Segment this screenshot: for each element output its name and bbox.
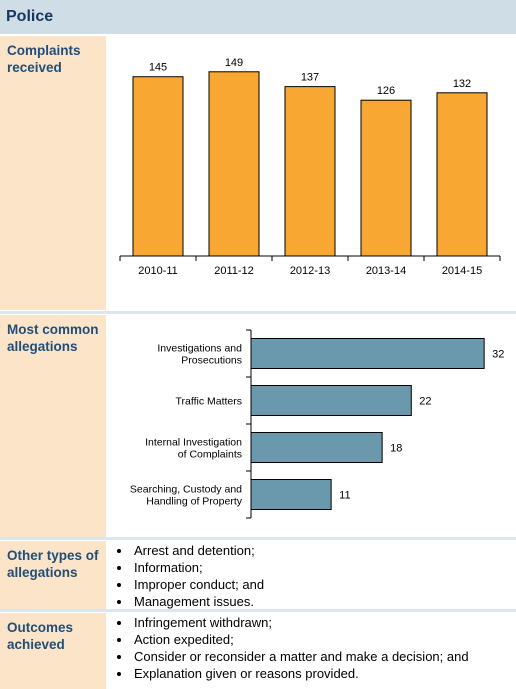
bar — [250, 385, 412, 416]
bar — [132, 76, 184, 257]
bar — [250, 338, 485, 369]
allegations-chart-cell: 32 Investigations and Prosecutions 22 Traffi… — [108, 315, 516, 537]
y-tick-label: Handling of Property — [146, 496, 242, 508]
page-header: Police — [0, 0, 516, 34]
bar — [250, 479, 332, 510]
other-label-cell: Other types of allegations — [0, 541, 106, 609]
x-tick-label: 2014-15 — [442, 265, 482, 277]
outcomes-list: Infringement withdrawn; Action expedited… — [112, 614, 469, 682]
outcomes-label-cell: Outcomes achieved — [0, 613, 106, 689]
x-tick-label: 2013-14 — [366, 265, 406, 277]
y-tick-label: Prosecutions — [181, 355, 242, 367]
allegations-label-cell: Most common allegations — [0, 315, 106, 537]
y-tick-label: Traffic Matters — [175, 396, 242, 408]
section-divider — [0, 311, 516, 314]
other-allegations-list: Arrest and detention; Information; Impro… — [112, 542, 264, 610]
x-tick-label: 2011-12 — [214, 265, 254, 277]
data-label: 137 — [301, 72, 319, 84]
list-item: Arrest and detention; — [132, 542, 264, 559]
page-title: Police — [6, 8, 54, 25]
bar — [360, 99, 412, 257]
allegations-label: Most common allegations — [7, 322, 99, 354]
data-label: 22 — [419, 396, 431, 408]
data-label: 18 — [390, 443, 402, 455]
other-label: Other types of allegations — [7, 548, 99, 580]
bar — [284, 86, 336, 257]
list-item: Information; — [132, 559, 264, 576]
bar — [208, 71, 260, 257]
bar — [436, 92, 488, 257]
data-label: 32 — [492, 349, 504, 361]
data-label: 132 — [453, 78, 471, 90]
complaints-label-cell: Complaints received — [0, 36, 106, 310]
list-item: Explanation given or reasons provided. — [132, 665, 469, 682]
complaints-bar-chart: 145 2010-11 149 2011-12 137 2012-13 126 2013-14… — [119, 57, 501, 277]
list-item: Consider or reconsider a matter and make… — [132, 648, 469, 665]
list-item: Infringement withdrawn; — [132, 614, 469, 631]
x-tick-label: 2012-13 — [290, 265, 330, 277]
section-divider — [0, 609, 516, 612]
data-label: 149 — [225, 57, 243, 69]
y-tick-label: Internal Investigation — [145, 437, 242, 449]
y-tick-label: of Complaints — [178, 449, 242, 461]
y-tick-label: Searching, Custody and — [130, 484, 242, 496]
data-label: 145 — [149, 62, 167, 74]
complaints-chart-cell: 145 2010-11 149 2011-12 137 2012-13 126 2013-14… — [108, 36, 516, 310]
list-item: Improper conduct; and — [132, 576, 264, 593]
complaints-label: Complaints received — [7, 43, 81, 75]
outcomes-label: Outcomes achieved — [7, 620, 74, 652]
section-divider — [0, 537, 516, 540]
bar — [250, 432, 383, 463]
y-tick-label: Investigations and — [157, 343, 242, 355]
data-label: 126 — [377, 85, 395, 97]
list-item: Action expedited; — [132, 631, 469, 648]
data-label: 11 — [339, 490, 350, 502]
list-item: Management issues. — [132, 593, 264, 610]
x-tick-label: 2010-11 — [138, 265, 178, 277]
